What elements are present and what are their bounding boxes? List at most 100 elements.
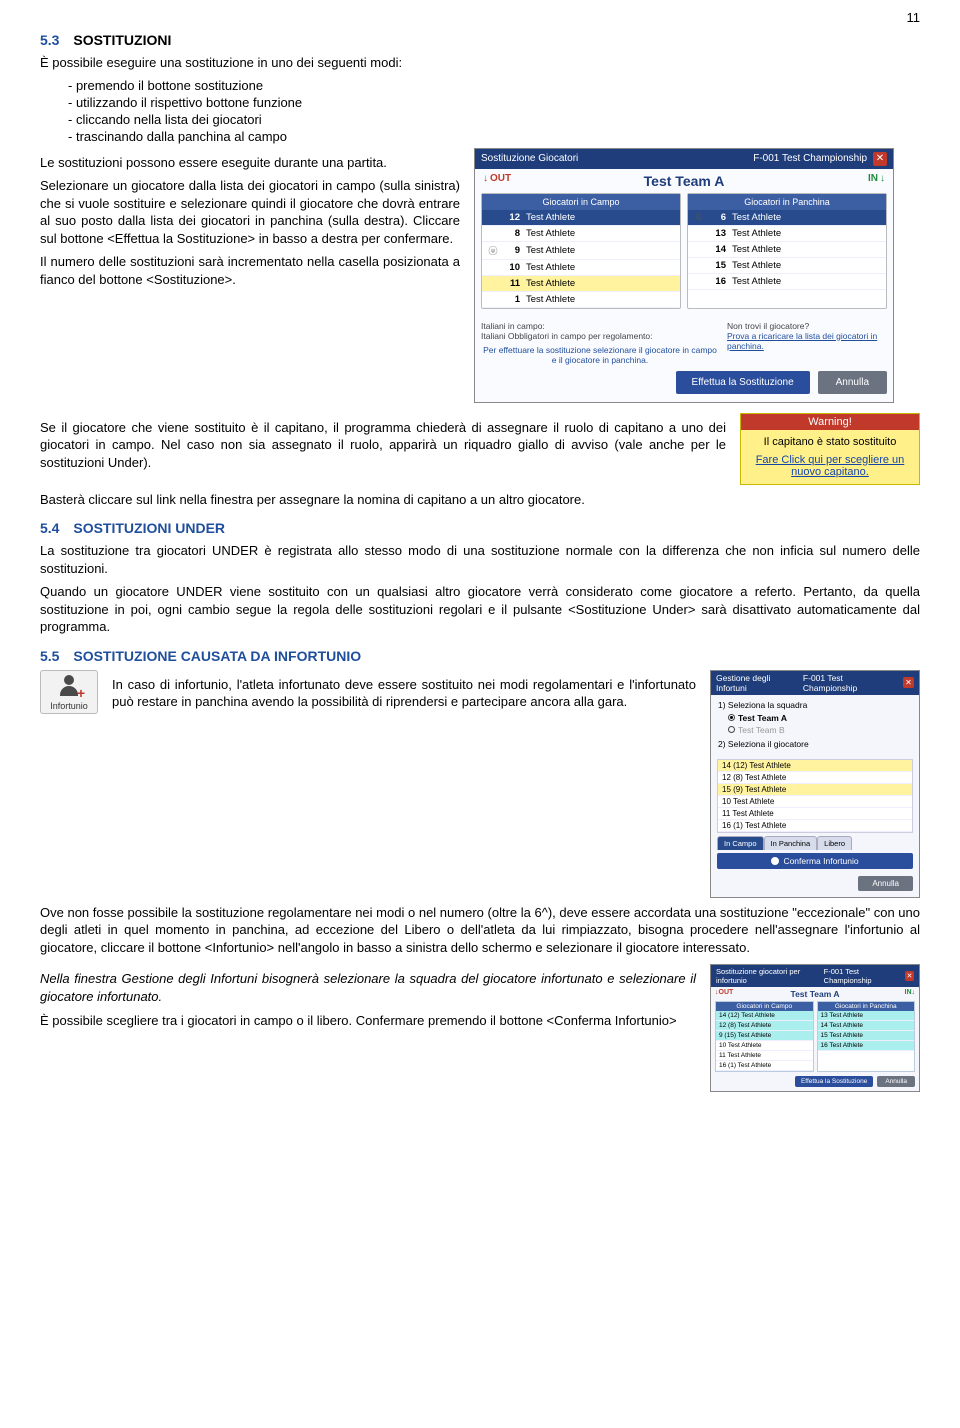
tab-in-field[interactable]: In Campo <box>717 836 764 850</box>
tab-libero[interactable]: Libero <box>817 836 852 850</box>
player-row[interactable]: 14 Test Athlete <box>818 1021 915 1031</box>
paragraph: Quando un giocatore UNDER viene sostitui… <box>40 583 920 636</box>
step1-label: 1) Seleziona la squadra <box>718 700 912 710</box>
heading-num: 5.5 <box>40 648 59 664</box>
player-row[interactable]: 12Test Athlete <box>482 210 680 226</box>
field-players-list: Giocatori in Campo 12Test Athlete8Test A… <box>481 193 681 309</box>
list-item: utilizzando il rispettivo bottone funzio… <box>68 95 920 110</box>
warning-message: Il capitano è stato sostituito <box>749 436 911 448</box>
player-row[interactable]: 12 (8) Test Athlete <box>716 1021 813 1031</box>
heading-title: SOSTITUZIONI UNDER <box>73 520 225 536</box>
list-header: Giocatori in Panchina <box>688 194 886 210</box>
player-row[interactable]: 14Test Athlete <box>688 242 886 258</box>
player-row[interactable]: 13 Test Athlete <box>818 1011 915 1021</box>
player-row[interactable]: 15 Test Athlete <box>818 1031 915 1041</box>
heading-title: SOSTITUZIONE CAUSATA DA INFORTUNIO <box>73 648 361 664</box>
tab-bench[interactable]: In Panchina <box>764 836 818 850</box>
heading-num: 5.3 <box>40 32 59 48</box>
player-row[interactable]: 16 (1) Test Athlete <box>716 1061 813 1071</box>
player-row[interactable]: 11Test Athlete <box>482 276 680 292</box>
heading-5-3: 5.3 SOSTITUZIONI <box>40 32 920 48</box>
paragraph: Ove non fosse possibile la sostituzione … <box>40 904 920 957</box>
paragraph: Selezionare un giocatore dalla lista dei… <box>40 177 460 247</box>
injmgr-title: Gestione degli Infortuni <box>716 673 803 693</box>
cancel-button[interactable]: Annulla <box>858 876 913 891</box>
injury-button[interactable]: + Infortunio <box>40 670 98 714</box>
dialog-footer-right: Non trovi il giocatore? Prova a ricarica… <box>727 321 887 365</box>
player-row[interactable]: 15Test Athlete <box>688 258 886 274</box>
heading-title: SOSTITUZIONI <box>73 32 171 48</box>
heading-5-4: 5.4 SOSTITUZIONI UNDER <box>40 520 920 536</box>
team-name: Test Team A <box>791 989 840 999</box>
confirm-injury-button[interactable]: Conferma Infortunio <box>717 853 913 869</box>
bench-players-list: Giocatori in Panchina ©6Test Athlete13Te… <box>687 193 887 309</box>
player-row[interactable]: 9 (15) Test Athlete <box>716 1031 813 1041</box>
paragraph: Il numero delle sostituzioni sarà increm… <box>40 253 460 288</box>
dialog-footer-left: Italiani in campo: Italiani Obbligatori … <box>481 321 719 365</box>
paragraph: È possibile scegliere tra i giocatori in… <box>40 1012 696 1030</box>
cancel-button[interactable]: Annulla <box>877 1076 915 1087</box>
tiny-title: Sostituzione giocatori per infortunio <box>716 967 824 985</box>
paragraph: Basterà cliccare sul link nella finestra… <box>40 491 920 509</box>
close-icon[interactable]: ✕ <box>903 677 914 688</box>
injmgr-match: F-001 Test Championship <box>803 673 899 693</box>
do-substitution-button[interactable]: Effettua la Sostituzione <box>795 1076 873 1087</box>
tiny-bench-list: Giocatori in Panchina 13 Test Athlete14 … <box>817 1001 916 1072</box>
dialog-title: Sostituzione Giocatori <box>481 153 578 164</box>
heading-num: 5.4 <box>40 520 59 536</box>
player-row[interactable]: 10 Test Athlete <box>718 796 912 808</box>
injmgr-player-list: 14 (12) Test Athlete12 (8) Test Athlete1… <box>717 759 913 833</box>
dialog-match: F-001 Test Championship <box>753 153 867 164</box>
player-row[interactable]: 16Test Athlete <box>688 274 886 290</box>
in-label: IN <box>868 173 885 184</box>
tiny-field-list: Giocatori in Campo 14 (12) Test Athlete1… <box>715 1001 814 1072</box>
player-row[interactable]: 14 (12) Test Athlete <box>718 760 912 772</box>
warning-box: Warning! Il capitano è stato sostituito … <box>740 413 920 485</box>
close-icon[interactable]: ✕ <box>873 152 887 166</box>
dialog-header: Sostituzione Giocatori F-001 Test Champi… <box>475 149 893 169</box>
out-label: ↓OUT <box>715 989 733 996</box>
warning-header: Warning! <box>741 414 919 430</box>
injury-manager-dialog: Gestione degli Infortuni F-001 Test Cham… <box>710 670 920 898</box>
out-label: OUT <box>483 173 511 184</box>
person-plus-icon: + <box>55 675 83 699</box>
page-number: 11 <box>907 10 921 25</box>
list-item: trascinando dalla panchina al campo <box>68 129 920 144</box>
player-row[interactable]: 10Test Athlete <box>482 260 680 276</box>
modes-list: premendo il bottone sostituzione utilizz… <box>68 78 920 144</box>
in-label: IN↓ <box>905 989 916 996</box>
player-row[interactable]: 16 Test Athlete <box>818 1041 915 1051</box>
team-b-radio[interactable]: Test Team B <box>728 725 912 735</box>
step2-label: 2) Seleziona il giocatore <box>718 739 912 749</box>
player-row[interactable]: 11 Test Athlete <box>716 1051 813 1061</box>
team-a-radio[interactable]: Test Team A <box>728 713 912 723</box>
player-row[interactable]: ©6Test Athlete <box>688 210 886 226</box>
player-row[interactable]: 10 Test Athlete <box>716 1041 813 1051</box>
cancel-button[interactable]: Annulla <box>818 371 887 394</box>
substitution-dialog: Sostituzione Giocatori F-001 Test Champi… <box>474 148 894 403</box>
intro-paragraph: È possibile eseguire una sostituzione in… <box>40 54 920 72</box>
player-row[interactable]: 14 (12) Test Athlete <box>716 1011 813 1021</box>
paragraph: In caso di infortunio, l'atleta infortun… <box>112 676 696 711</box>
player-row[interactable]: ⓤ9Test Athlete <box>482 242 680 260</box>
player-row[interactable]: 15 (9) Test Athlete <box>718 784 912 796</box>
list-item: premendo il bottone sostituzione <box>68 78 920 93</box>
heading-5-5: 5.5 SOSTITUZIONE CAUSATA DA INFORTUNIO <box>40 648 920 664</box>
close-icon[interactable]: ✕ <box>905 971 914 981</box>
injury-substitution-dialog: Sostituzione giocatori per infortunio F-… <box>710 964 920 1092</box>
player-row[interactable]: 1Test Athlete <box>482 292 680 308</box>
injury-button-label: Infortunio <box>43 701 95 711</box>
player-row[interactable]: 12 (8) Test Athlete <box>718 772 912 784</box>
player-row[interactable]: 16 (1) Test Athlete <box>718 820 912 832</box>
player-row[interactable]: 8Test Athlete <box>482 226 680 242</box>
list-header: Giocatori in Campo <box>482 194 680 210</box>
paragraph: La sostituzione tra giocatori UNDER è re… <box>40 542 920 577</box>
team-name: Test Team A <box>644 173 725 189</box>
player-row[interactable]: 11 Test Athlete <box>718 808 912 820</box>
paragraph: Le sostituzioni possono essere eseguite … <box>40 154 460 172</box>
player-row[interactable]: 13Test Athlete <box>688 226 886 242</box>
do-substitution-button[interactable]: Effettua la Sostituzione <box>676 371 810 394</box>
reload-bench-link[interactable]: Prova a ricaricare la lista dei giocator… <box>727 331 877 351</box>
team-name-row: OUT Test Team A IN <box>475 169 893 193</box>
choose-captain-link[interactable]: Fare Click qui per scegliere un nuovo ca… <box>749 454 911 478</box>
